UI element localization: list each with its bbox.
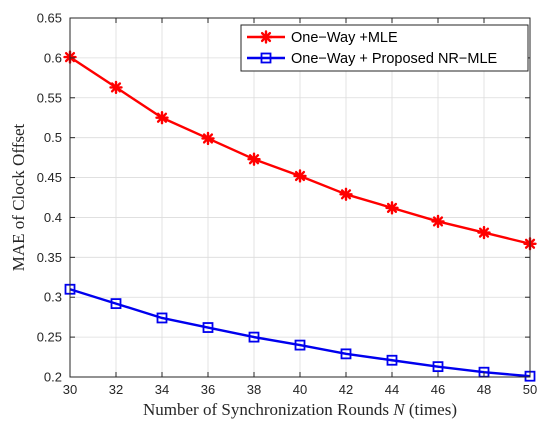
series-1-point bbox=[293, 169, 307, 183]
legend-entry-1: One−Way +MLE bbox=[247, 30, 398, 46]
x-tick-label: 34 bbox=[155, 382, 169, 397]
legend-entries: One−Way +MLE One−Way + Proposed NR−MLE bbox=[247, 30, 498, 67]
legend-swatch-marker bbox=[260, 52, 272, 64]
y-tick-label: 0.25 bbox=[37, 330, 62, 345]
x-tick-label: 40 bbox=[293, 382, 307, 397]
series-1-point bbox=[247, 152, 261, 166]
y-tick-label: 0.4 bbox=[44, 210, 62, 225]
grid-lines bbox=[69, 17, 531, 378]
x-axis-label-text: Number of Synchronization Rounds bbox=[143, 400, 389, 419]
x-tick-label: 32 bbox=[109, 382, 123, 397]
series-2-point bbox=[294, 339, 306, 351]
x-axis-label-symbol: N bbox=[392, 400, 406, 419]
legend-entry-2: One−Way + Proposed NR−MLE bbox=[247, 51, 498, 67]
x-axis-label-unit: (times) bbox=[409, 400, 457, 419]
marker-stroke bbox=[156, 112, 168, 123]
legend: One−Way +MLE One−Way + Proposed NR−MLE bbox=[240, 24, 529, 72]
legend-box bbox=[240, 24, 529, 72]
series-2-point bbox=[110, 298, 122, 310]
series-1-point bbox=[155, 111, 169, 125]
x-tick-label: 48 bbox=[477, 382, 491, 397]
series-2-point bbox=[248, 331, 260, 343]
axis-ticks bbox=[69, 17, 531, 378]
x-tick-label: 38 bbox=[247, 382, 261, 397]
marker-stroke bbox=[248, 154, 260, 165]
series-2-point bbox=[156, 312, 168, 324]
series-layer bbox=[63, 50, 537, 382]
marker-stroke bbox=[432, 216, 444, 227]
y-tick-label: 0.45 bbox=[37, 170, 62, 185]
x-tick-label: 50 bbox=[523, 382, 537, 397]
marker-stroke bbox=[260, 31, 272, 43]
x-tick-label: 36 bbox=[201, 382, 215, 397]
marker-stroke bbox=[110, 82, 122, 93]
series-1-point bbox=[339, 187, 353, 202]
x-tick-label: 30 bbox=[63, 382, 77, 397]
y-tick-label: 0.65 bbox=[37, 11, 62, 26]
x-tick-label: 42 bbox=[339, 382, 353, 397]
legend-label: One−Way + Proposed NR−MLE bbox=[291, 51, 498, 67]
marker-stroke bbox=[202, 133, 214, 144]
legend-swatch-marker bbox=[259, 30, 273, 44]
tick-labels: 30 32 34 36 38 40 42 44 46 48 50 0.2 0.25 0.3 0.35 0.4 0… bbox=[37, 11, 538, 398]
x-axis-label: Number of Synchronization Rounds N (time… bbox=[143, 400, 457, 419]
series-2-point bbox=[340, 348, 352, 360]
series-2-line bbox=[69, 288, 531, 378]
y-tick-label: 0.35 bbox=[37, 250, 62, 265]
y-tick-label: 0.2 bbox=[44, 370, 62, 385]
marker-stroke bbox=[478, 227, 490, 238]
y-axis-label: MAE of Clock Offset bbox=[9, 123, 28, 271]
series-2-point bbox=[202, 322, 214, 333]
series-2-point bbox=[432, 361, 444, 373]
series-1-point bbox=[431, 214, 445, 229]
series-1-point bbox=[477, 225, 491, 240]
marker-stroke bbox=[340, 189, 352, 200]
series-2-point bbox=[386, 354, 398, 366]
legend-label: One−Way +MLE bbox=[291, 30, 398, 46]
series-1-point bbox=[109, 80, 123, 95]
series-1-point bbox=[385, 201, 399, 215]
y-tick-label: 0.55 bbox=[37, 90, 62, 105]
marker-stroke bbox=[386, 202, 398, 213]
y-tick-label: 0.5 bbox=[44, 130, 62, 145]
y-tick-label: 0.6 bbox=[44, 50, 62, 65]
x-tick-label: 46 bbox=[431, 382, 445, 397]
y-tick-label: 0.3 bbox=[44, 290, 62, 305]
x-tick-label: 44 bbox=[385, 382, 399, 397]
series-1-point bbox=[201, 131, 215, 146]
marker-stroke bbox=[294, 170, 306, 182]
